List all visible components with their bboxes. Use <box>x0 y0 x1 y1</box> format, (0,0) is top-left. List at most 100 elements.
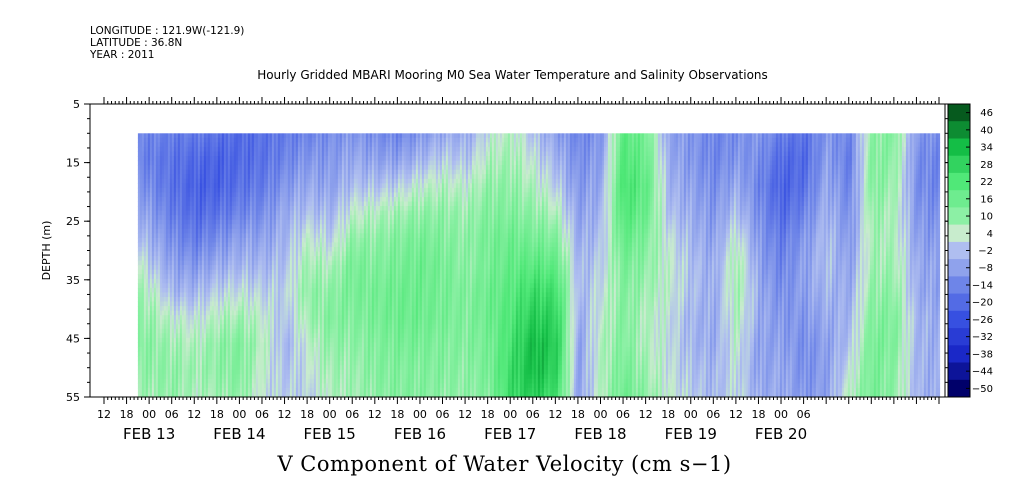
heatmap-cell <box>242 233 244 238</box>
heatmap-cell <box>208 220 210 225</box>
heatmap-cell <box>246 233 248 238</box>
heatmap-cell <box>282 333 284 338</box>
heatmap-cell <box>150 147 152 152</box>
heatmap-cell <box>290 261 292 266</box>
heatmap-cell <box>310 147 312 152</box>
heatmap-cell <box>290 361 292 366</box>
heatmap-cell <box>298 256 300 261</box>
heatmap-cell <box>216 252 218 257</box>
heatmap-cell <box>268 383 270 388</box>
heatmap-cell <box>170 202 172 207</box>
heatmap-cell <box>290 252 292 257</box>
heatmap-cell <box>184 302 186 307</box>
heatmap-cell <box>272 183 274 188</box>
heatmap-cell <box>266 347 268 352</box>
heatmap-cell <box>286 297 288 302</box>
heatmap-cell <box>204 247 206 252</box>
heatmap-cell <box>216 388 218 393</box>
heatmap-cell <box>184 197 186 202</box>
heatmap-cell <box>192 197 194 202</box>
heatmap-cell <box>282 306 284 311</box>
heatmap-cell <box>198 361 200 366</box>
heatmap-cell <box>164 224 166 229</box>
heatmap-cell <box>172 170 174 175</box>
heatmap-cell <box>296 179 298 184</box>
heatmap-cell <box>238 256 240 261</box>
heatmap-cell <box>194 306 196 311</box>
heatmap-cell <box>150 138 152 143</box>
heatmap-cell <box>262 338 264 343</box>
heatmap-cell <box>164 229 166 234</box>
heatmap-cell <box>248 274 250 279</box>
heatmap-cell <box>248 374 250 379</box>
heatmap-cell <box>276 320 278 325</box>
heatmap-cell <box>266 306 268 311</box>
heatmap-cell <box>260 183 262 188</box>
heatmap-cell <box>288 274 290 279</box>
heatmap-cell <box>210 297 212 302</box>
heatmap-cell <box>266 302 268 307</box>
heatmap-cell <box>256 215 258 220</box>
heatmap-cell <box>242 279 244 284</box>
heatmap-cell <box>144 302 146 307</box>
heatmap-cell <box>304 224 306 229</box>
heatmap-cell <box>186 233 188 238</box>
heatmap-cell <box>158 142 160 147</box>
heatmap-cell <box>202 315 204 320</box>
heatmap-cell <box>202 220 204 225</box>
heatmap-cell <box>244 174 246 179</box>
heatmap-cell <box>172 147 174 152</box>
heatmap-cell <box>234 320 236 325</box>
heatmap-cell <box>272 283 274 288</box>
heatmap-cell <box>294 238 296 243</box>
heatmap-cell <box>288 152 290 157</box>
heatmap-cell <box>146 152 148 157</box>
heatmap-cell <box>298 147 300 152</box>
heatmap-cell <box>228 224 230 229</box>
heatmap-cell <box>216 333 218 338</box>
heatmap-cell <box>236 356 238 361</box>
heatmap-cell <box>200 133 202 138</box>
heatmap-cell <box>270 188 272 193</box>
heatmap-cell <box>146 370 148 375</box>
heatmap-cell <box>174 142 176 147</box>
heatmap-cell <box>284 233 286 238</box>
heatmap-cell <box>188 229 190 234</box>
heatmap-cell <box>280 197 282 202</box>
heatmap-cell <box>292 324 294 329</box>
heatmap-cell <box>170 370 172 375</box>
heatmap-cell <box>216 315 218 320</box>
heatmap-cell <box>274 306 276 311</box>
heatmap-cell <box>196 138 198 143</box>
heatmap-cell <box>276 202 278 207</box>
heatmap-cell <box>308 352 310 357</box>
heatmap-cell <box>306 242 308 247</box>
heatmap-cell <box>254 333 256 338</box>
heatmap-cell <box>228 292 230 297</box>
heatmap-cell <box>268 315 270 320</box>
heatmap-cell <box>220 133 222 138</box>
heatmap-cell <box>176 229 178 234</box>
heatmap-cell <box>156 256 158 261</box>
heatmap-cell <box>144 306 146 311</box>
heatmap-cell <box>140 206 142 211</box>
heatmap-cell <box>218 270 220 275</box>
heatmap-cell <box>296 142 298 147</box>
heatmap-cell <box>170 256 172 261</box>
heatmap-cell <box>306 292 308 297</box>
heatmap-cell <box>224 370 226 375</box>
heatmap-cell <box>242 333 244 338</box>
heatmap-cell <box>254 283 256 288</box>
heatmap-cell <box>166 188 168 193</box>
heatmap-cell <box>190 283 192 288</box>
heatmap-cell <box>302 333 304 338</box>
heatmap-cell <box>230 256 232 261</box>
heatmap-cell <box>260 383 262 388</box>
heatmap-cell <box>238 379 240 384</box>
heatmap-cell <box>294 297 296 302</box>
heatmap-cell <box>212 329 214 334</box>
heatmap-cell <box>150 356 152 361</box>
heatmap-cell <box>212 324 214 329</box>
heatmap-cell <box>296 388 298 393</box>
heatmap-cell <box>242 142 244 147</box>
